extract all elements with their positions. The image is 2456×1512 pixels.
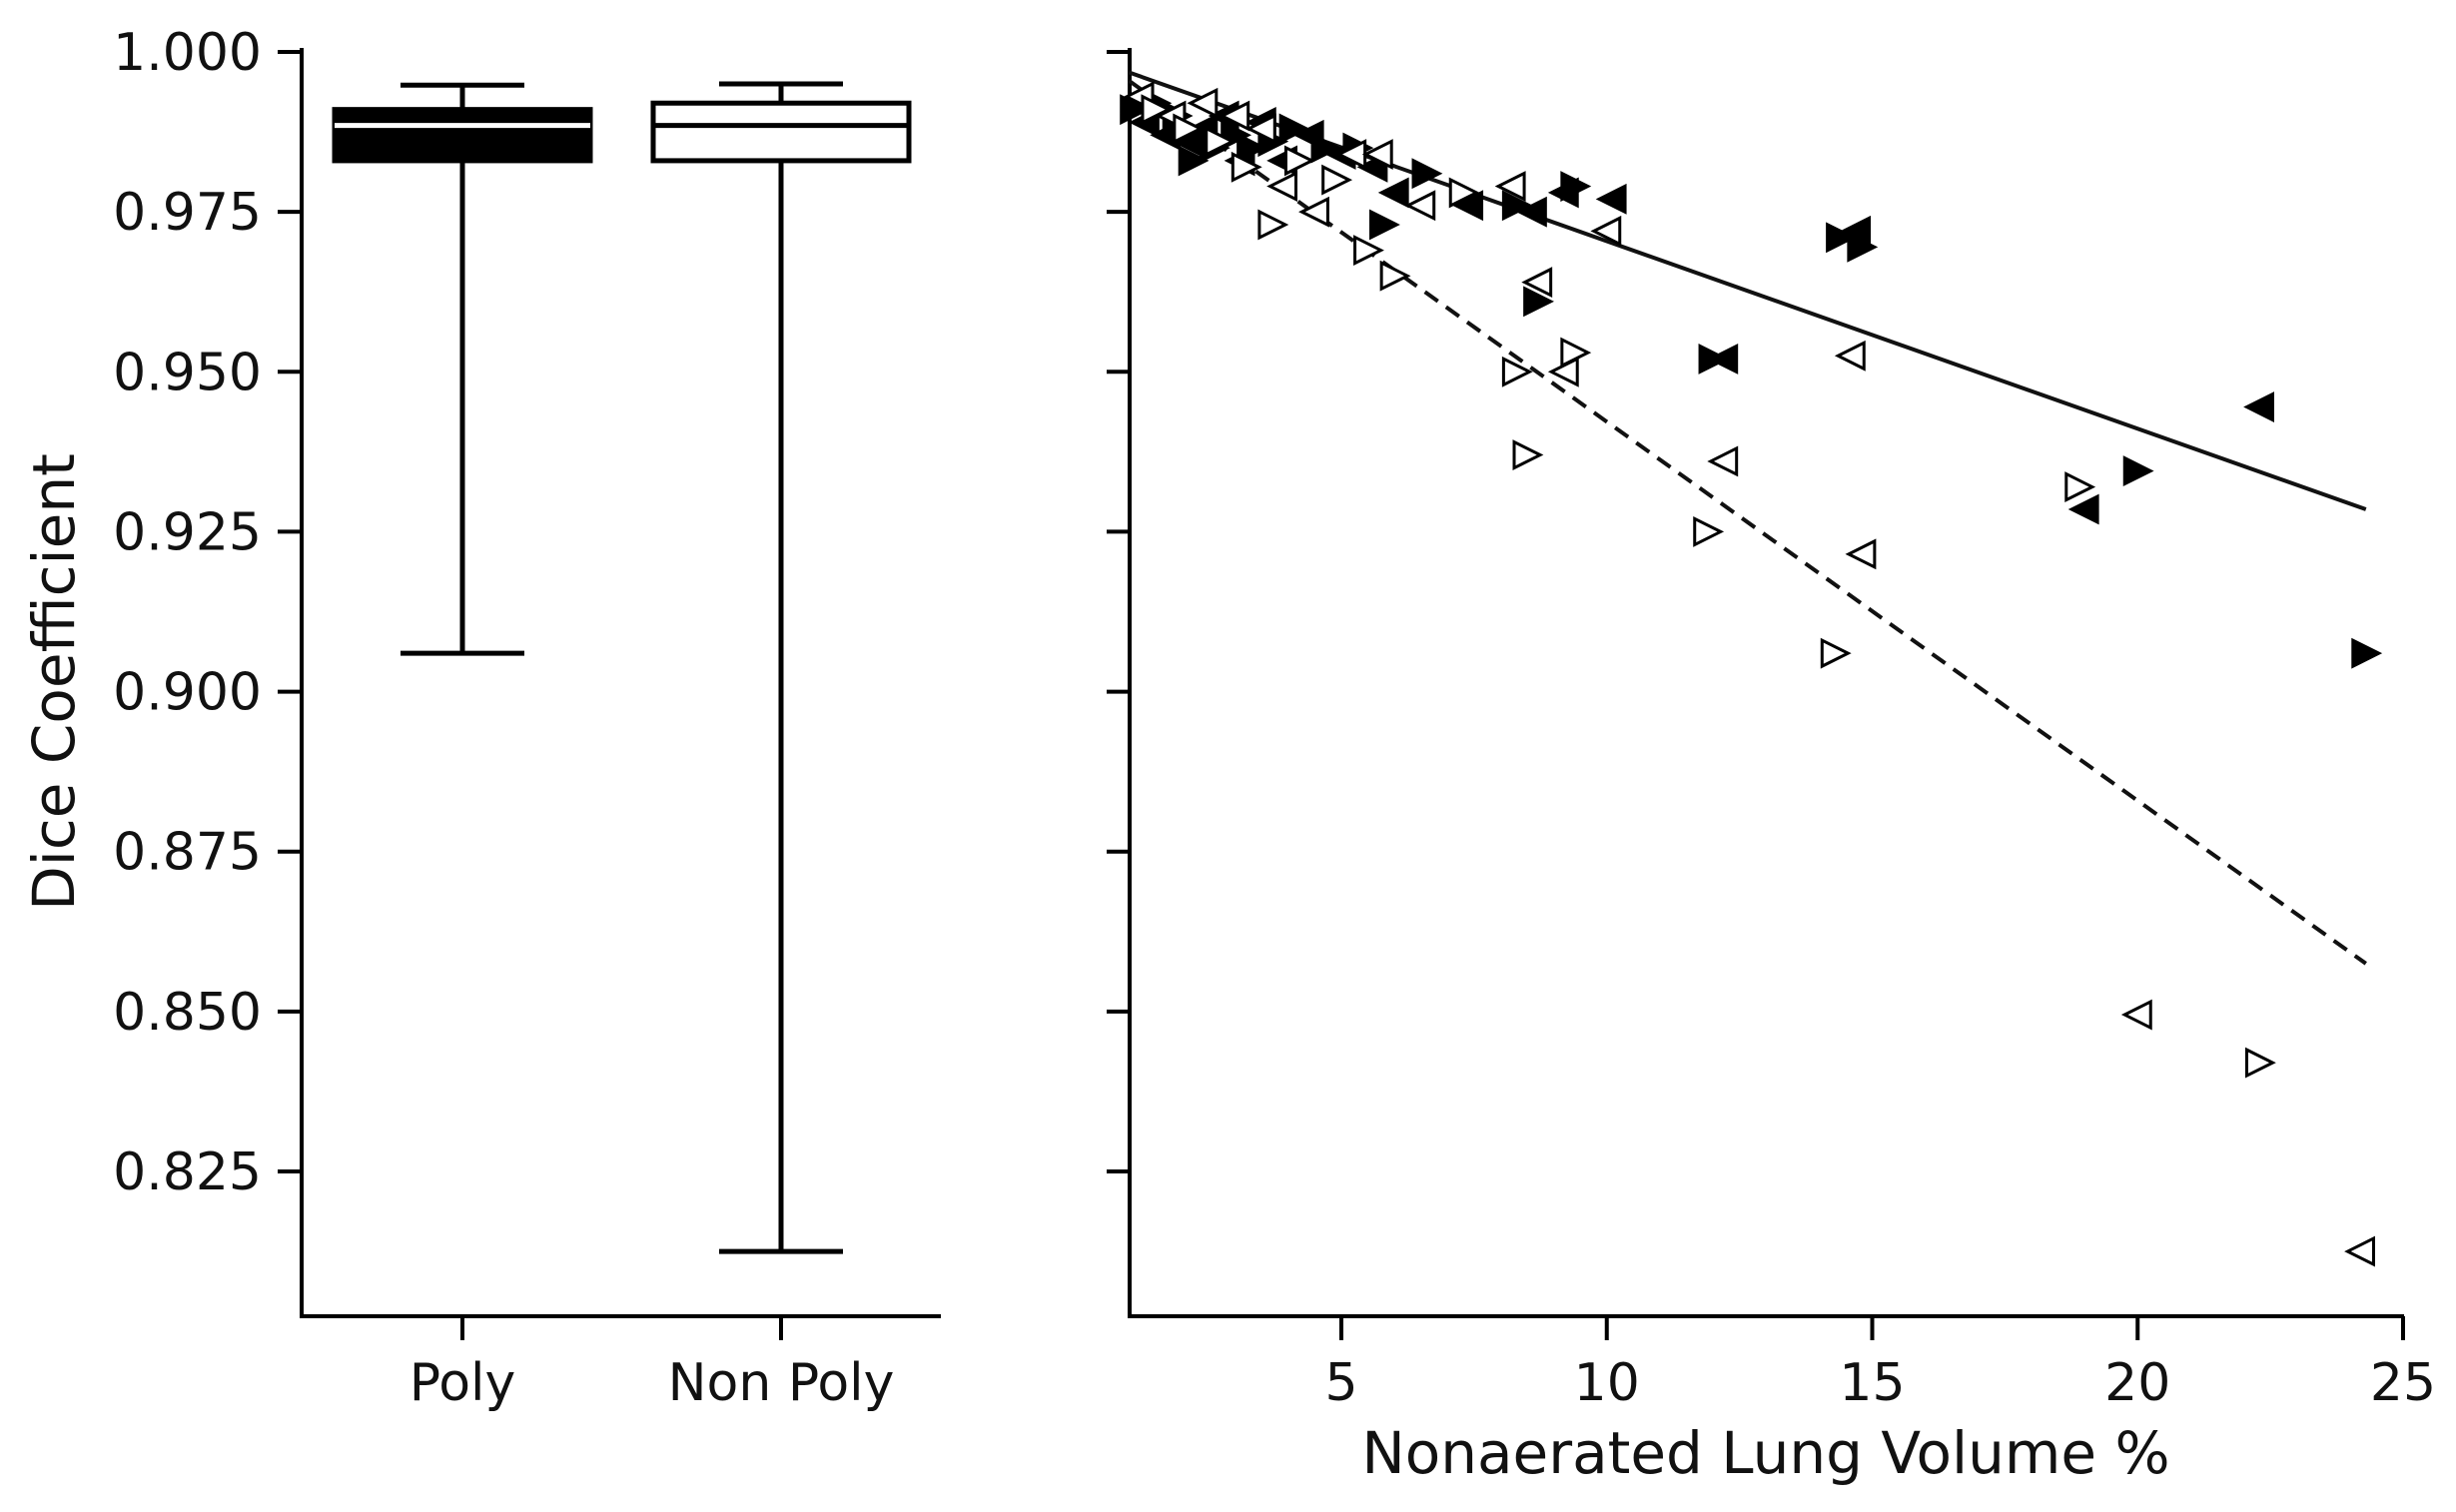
poly-point xyxy=(2067,493,2099,525)
iqr-box xyxy=(332,107,593,164)
poly-point xyxy=(1523,286,1555,318)
iqr-box xyxy=(650,100,912,164)
fit-line-non-poly xyxy=(1128,79,2367,966)
poly-point xyxy=(1120,94,1152,126)
boxes xyxy=(332,81,912,1254)
scatter-panel: 5 10 15 20 25 Nonaerated Lung Volume % xyxy=(1107,48,2436,1487)
non-poly-point xyxy=(1361,139,1393,170)
non-poly-point xyxy=(1266,171,1298,202)
non-poly-point xyxy=(1560,337,1592,369)
non-poly-point xyxy=(1494,171,1526,202)
left-y-tick-label: 0.825 xyxy=(113,1142,262,1202)
non-poly-point xyxy=(1845,538,1877,570)
non-poly-point xyxy=(1521,267,1553,299)
x-axis-title: Nonaerated Lung Volume % xyxy=(1361,1419,2169,1487)
non-poly-point xyxy=(2244,1047,2276,1079)
non-poly-point xyxy=(1205,126,1236,158)
non-poly-point xyxy=(1244,113,1276,145)
poly-point xyxy=(1847,231,1879,263)
non-poly-point xyxy=(1283,145,1315,177)
box-plot-panel: 0.825 0.850 0.875 0.900 0.925 0.950 0.975 1.000… xyxy=(20,23,941,1413)
left-y-tick-label: 0.875 xyxy=(113,823,262,883)
non-poly-point xyxy=(1298,196,1329,228)
non-poly-point xyxy=(1590,215,1622,247)
poly-point xyxy=(1178,145,1210,177)
poly-point xyxy=(1452,190,1484,222)
right-x-ticks: 5 10 15 20 25 xyxy=(1324,1316,2436,1413)
left-y-ticks: 0.825 0.850 0.875 0.900 0.925 0.950 0.975 1.000 xyxy=(113,23,302,1202)
left-y-tick-label: 0.850 xyxy=(113,983,262,1043)
non-poly-point xyxy=(1820,637,1852,669)
non-poly-point xyxy=(1257,209,1289,241)
poly-point xyxy=(1377,177,1409,209)
box-poly xyxy=(332,82,593,656)
non-poly-point xyxy=(1693,516,1725,547)
poly-point xyxy=(1236,132,1267,164)
non-poly-point xyxy=(1187,87,1219,119)
left-y-tick-label: 1.000 xyxy=(113,23,262,83)
poly-point xyxy=(1707,344,1739,375)
left-y-tick-label: 0.900 xyxy=(113,663,262,723)
left-y-tick-label: 0.950 xyxy=(113,343,262,402)
poly-point xyxy=(2243,391,2274,422)
non-poly-point xyxy=(2120,999,2152,1031)
poly-point xyxy=(1411,158,1443,190)
right-x-tick-label: 10 xyxy=(1574,1353,1640,1413)
box-non-poly xyxy=(650,81,912,1254)
right-x-tick-label: 5 xyxy=(1324,1353,1357,1413)
non-poly-point xyxy=(2344,1235,2375,1267)
poly-point xyxy=(1515,196,1547,228)
non-poly-point xyxy=(1321,164,1353,196)
left-x-tick-label: Poly xyxy=(409,1353,516,1413)
non-poly-point xyxy=(2064,471,2096,503)
poly-point xyxy=(2122,455,2154,487)
poly-point xyxy=(1560,171,1592,202)
non-poly-point xyxy=(1219,100,1250,132)
right-x-tick-label: 20 xyxy=(2104,1353,2170,1413)
poly-point xyxy=(1369,209,1400,241)
scatter-points xyxy=(1120,81,2383,1267)
right-x-tick-label: 25 xyxy=(2370,1353,2436,1413)
poly-point xyxy=(2351,637,2383,669)
non-poly-point xyxy=(1353,235,1384,267)
left-x-ticks: Poly Non Poly xyxy=(409,1316,895,1413)
y-axis-title: Dice Coefficient xyxy=(20,453,88,911)
non-poly-point xyxy=(1404,190,1436,222)
right-x-tick-label: 15 xyxy=(1839,1353,1905,1413)
left-x-tick-label: Non Poly xyxy=(668,1353,895,1413)
poly-point xyxy=(1595,183,1627,215)
non-poly-point xyxy=(1707,445,1739,477)
non-poly-point xyxy=(1834,340,1866,372)
non-poly-point xyxy=(1501,356,1533,387)
non-poly-point xyxy=(1512,439,1544,470)
left-y-tick-label: 0.925 xyxy=(113,502,262,562)
right-y-ticks xyxy=(1107,50,1130,1173)
left-y-tick-label: 0.975 xyxy=(113,183,262,243)
non-poly-point xyxy=(1379,260,1411,292)
non-poly-point xyxy=(1173,113,1205,145)
non-poly-point xyxy=(1448,177,1480,209)
non-poly-point xyxy=(1230,151,1262,183)
